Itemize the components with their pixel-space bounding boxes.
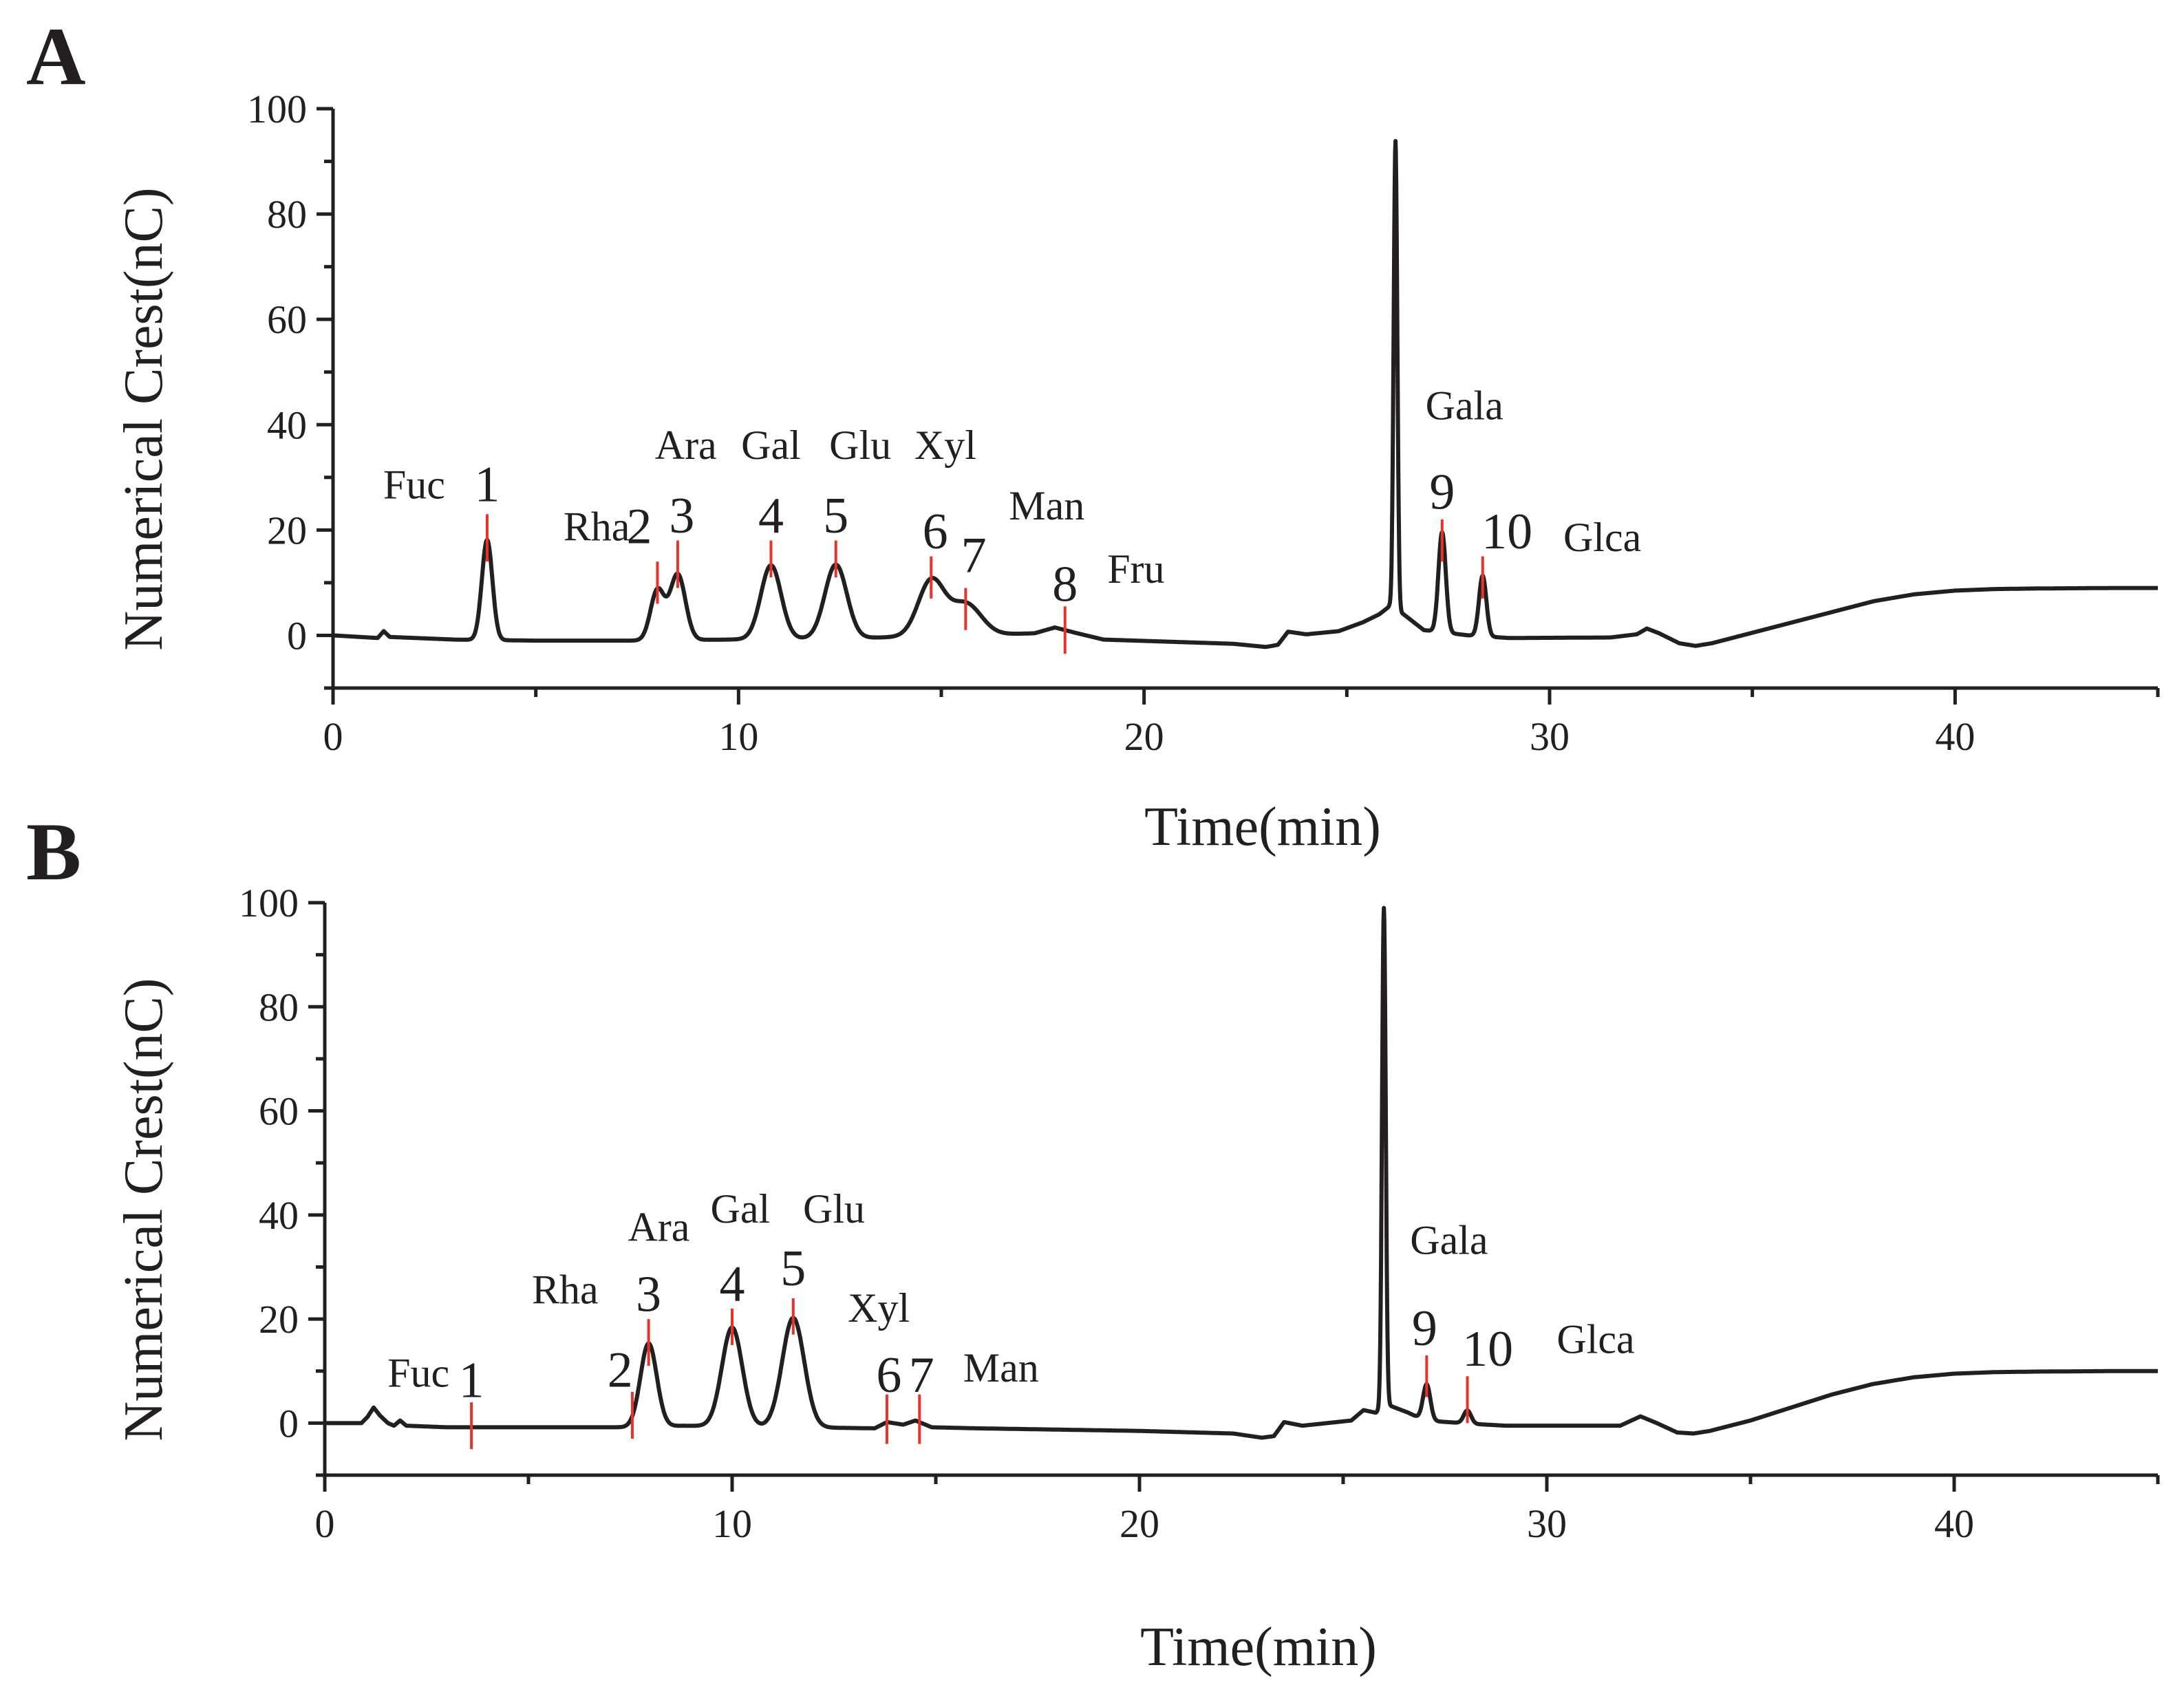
sugar-name-label: Gal <box>741 422 801 468</box>
peak-number-label: 6 <box>923 504 948 560</box>
y-tick-label: 40 <box>259 1193 299 1238</box>
x-tick-label: 10 <box>718 714 758 759</box>
chromatogram-trace <box>323 905 2160 1440</box>
peak-number-label: 1 <box>474 456 500 513</box>
peak-number-label: 3 <box>669 488 694 544</box>
y-tick-label: 80 <box>267 192 307 237</box>
panel-letter: A <box>26 10 86 102</box>
peak-number-label: 10 <box>1462 1321 1513 1377</box>
sugar-name-label: Gala <box>1426 383 1503 429</box>
x-tick-label: 40 <box>1935 714 1975 759</box>
peak-number-label: 2 <box>608 1342 633 1398</box>
peak-number-label: 7 <box>961 528 987 584</box>
sugar-name-label: Rha <box>532 1267 599 1312</box>
sugar-name-label: Fuc <box>387 1350 449 1395</box>
peak-number-label: 3 <box>636 1267 661 1323</box>
peak-number-label: 10 <box>1481 504 1532 560</box>
x-tick-label: 10 <box>712 1501 752 1546</box>
y-tick-label: 0 <box>279 1401 299 1446</box>
peak-number-label: 7 <box>909 1347 934 1404</box>
sugar-name-label: Fru <box>1107 546 1164 592</box>
peak-number-label: 5 <box>780 1241 806 1297</box>
sugar-name-label: Man <box>1009 483 1084 528</box>
peak-number-label: 1 <box>459 1353 484 1409</box>
x-tick-label: 0 <box>323 714 343 759</box>
sugar-name-label: Gala <box>1410 1218 1488 1263</box>
peak-number-label: 2 <box>626 499 652 555</box>
y-tick-label: 20 <box>259 1297 299 1342</box>
y-tick-label: 80 <box>259 985 299 1029</box>
sugar-name-label: Xyl <box>848 1285 910 1331</box>
sugar-name-label: Glu <box>803 1186 865 1232</box>
panel-b-chart: B 0 20 40 60 80 100 0 10 20 30 40 Time(min) Numerical… <box>26 806 2160 1677</box>
sugar-name-label: Gal <box>711 1186 771 1232</box>
peak-number-label: 6 <box>876 1347 901 1404</box>
x-tick-label: 0 <box>315 1501 335 1546</box>
y-tick-label: 60 <box>267 297 307 342</box>
y-axis-title: Numerical Crest(nC) <box>114 187 174 650</box>
y-tick-label: 0 <box>287 613 307 658</box>
y-tick-label: 100 <box>247 87 307 131</box>
peak-number-label: 9 <box>1429 464 1455 521</box>
sugar-name-label: Fuc <box>383 462 445 507</box>
sugar-name-label: Glu <box>829 422 891 468</box>
x-axis-title: Time(min) <box>1140 1617 1377 1677</box>
panel-letter: B <box>26 806 81 897</box>
x-tick-label: 20 <box>1124 714 1164 759</box>
peak-number-label: 4 <box>720 1256 745 1313</box>
x-tick-label: 40 <box>1934 1501 1974 1546</box>
sugar-name-label: Glca <box>1556 1316 1634 1362</box>
y-tick-label: 60 <box>259 1089 299 1134</box>
x-tick-label: 30 <box>1527 1501 1567 1546</box>
y-tick-label: 40 <box>267 403 307 447</box>
peak-number-label: 9 <box>1412 1300 1437 1357</box>
chromatogram-trace <box>331 139 2160 650</box>
sugar-name-label: Rha <box>564 504 630 550</box>
peak-number-label: 5 <box>823 488 848 544</box>
x-axis-title: Time(min) <box>1144 797 1381 857</box>
x-tick-label: 20 <box>1120 1501 1159 1546</box>
y-tick-label: 20 <box>267 508 307 552</box>
sugar-name-label: Xyl <box>914 422 976 468</box>
y-tick-label: 100 <box>239 881 299 925</box>
sugar-name-label: Ara <box>628 1205 689 1250</box>
peak-number-label: 4 <box>758 488 784 544</box>
x-tick-label: 30 <box>1530 714 1570 759</box>
panel-a-chart: A 0 20 40 60 80 100 0 10 20 30 40 Time(min) Numerical… <box>26 10 2160 857</box>
y-axis-title: Numerical Crest(nC) <box>114 978 174 1441</box>
sugar-name-label: Glca <box>1563 515 1641 560</box>
sugar-name-label: Ara <box>655 422 717 468</box>
sugar-name-label: Man <box>963 1345 1039 1391</box>
peak-number-label: 8 <box>1052 557 1078 613</box>
